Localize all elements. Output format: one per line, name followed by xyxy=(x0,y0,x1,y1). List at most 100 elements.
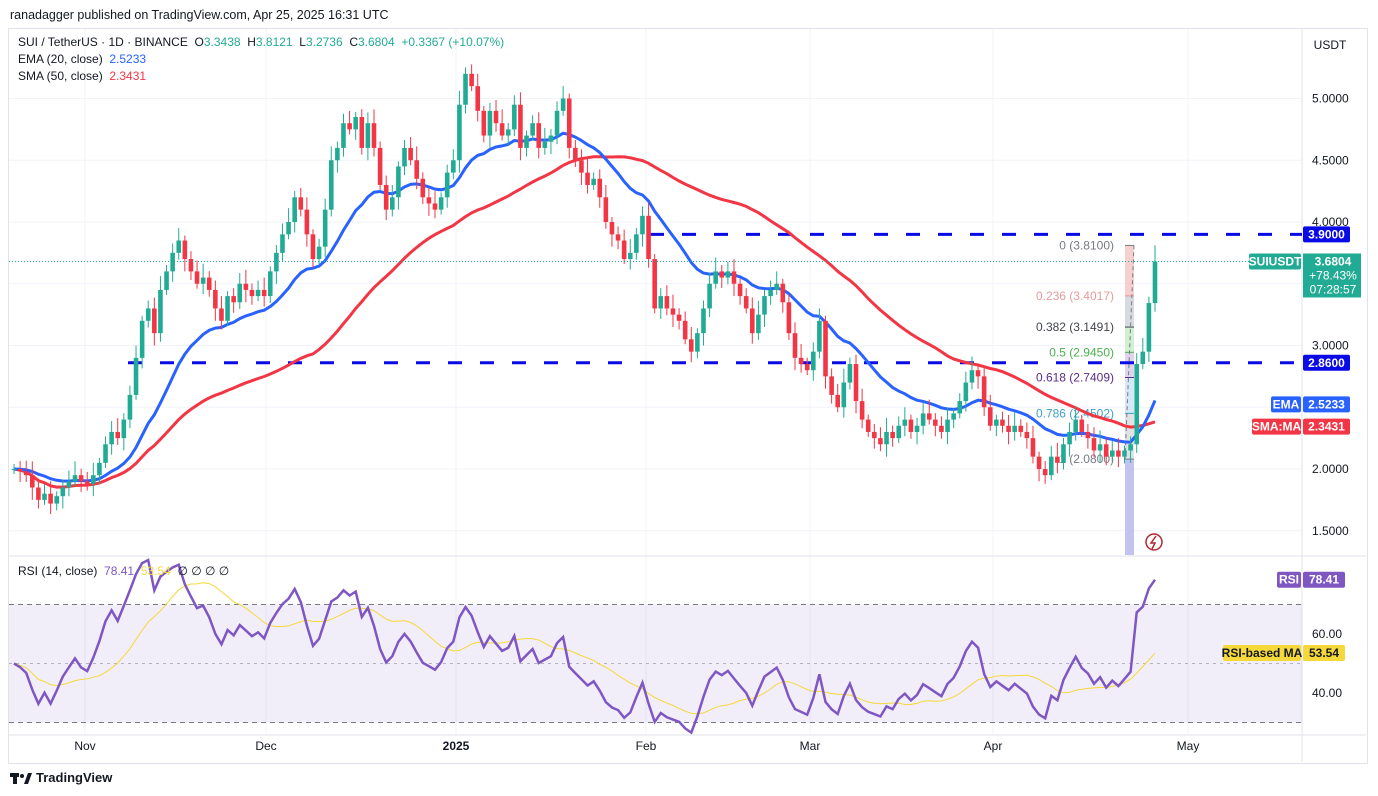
candle-body xyxy=(1024,431,1030,439)
candle-body xyxy=(981,376,987,408)
candle-body xyxy=(524,135,529,148)
sma-legend[interactable]: SMA (50, close) 2.3431 xyxy=(18,69,146,83)
candle-body xyxy=(737,283,743,297)
fib-zone xyxy=(1125,377,1134,414)
candle-body xyxy=(969,370,975,383)
candle-body xyxy=(688,339,694,352)
candle-body xyxy=(133,357,139,395)
fib-level-label: 0.236 (3.4017) xyxy=(1036,289,1114,303)
candle-body xyxy=(109,431,114,445)
candle-body xyxy=(566,98,572,148)
candle-body xyxy=(1055,456,1060,463)
price-badge-bg xyxy=(1303,253,1361,298)
candle-body xyxy=(1109,450,1115,457)
candle-body xyxy=(634,234,639,253)
candle-body xyxy=(1006,425,1011,432)
close-label: C xyxy=(349,35,358,49)
candle-body xyxy=(304,209,310,235)
candle-body xyxy=(463,73,468,105)
candle-body xyxy=(493,110,499,124)
candle-body xyxy=(475,86,481,111)
high-value: 3.8121 xyxy=(255,35,293,49)
fib-zone xyxy=(1125,459,1134,555)
sma-badge: 2.3431 xyxy=(1308,420,1345,434)
candle-body xyxy=(1091,438,1097,451)
candle-body xyxy=(994,419,999,426)
candle-body xyxy=(72,475,78,482)
candle-body xyxy=(1036,456,1042,469)
candle-body xyxy=(1048,456,1054,476)
open-label: O xyxy=(194,35,204,49)
candle-body xyxy=(11,469,17,470)
ema-badge-bg xyxy=(1303,396,1350,413)
candle-body xyxy=(682,320,688,340)
candle-body xyxy=(591,178,596,185)
candle-body xyxy=(1140,351,1146,365)
candle-body xyxy=(1146,303,1152,352)
candle-body xyxy=(908,419,914,432)
candle-body xyxy=(896,425,902,439)
candle-body xyxy=(341,123,346,148)
candle-body xyxy=(914,425,920,432)
symbol-legend[interactable]: SUI / TetherUS · 1D · BINANCE O3.3438 H3… xyxy=(18,35,504,49)
resistance-badge-bg xyxy=(1303,226,1350,243)
tradingview-logo-icon xyxy=(10,772,32,784)
fib-zone xyxy=(1125,245,1134,296)
candle-body xyxy=(542,141,548,148)
candle-body xyxy=(627,252,633,260)
candle-body xyxy=(695,333,700,352)
candle-body xyxy=(762,296,767,315)
candle-body xyxy=(48,493,53,504)
rsi-line xyxy=(13,558,1157,735)
symbol-badge-bg xyxy=(1249,253,1301,270)
ema-label: EMA (20, close) xyxy=(18,52,103,66)
currency-label: USDT xyxy=(1314,38,1347,52)
candle-body xyxy=(878,438,883,445)
candle-body xyxy=(139,320,145,358)
candle-body xyxy=(1061,444,1066,463)
ema-legend[interactable]: EMA (20, close) 2.5233 xyxy=(18,52,146,66)
candle-body xyxy=(267,271,273,297)
sma-value: 2.3431 xyxy=(109,69,147,83)
symbol-badge: SUIUSDT xyxy=(1249,254,1302,268)
support-badge-bg xyxy=(1303,354,1350,371)
candle-body xyxy=(670,308,676,315)
publisher-line: ranadagger published on TradingView.com,… xyxy=(10,8,389,22)
rsi-extra-values: ∅ ∅ ∅ ∅ xyxy=(177,564,230,578)
lightning-bolt-icon xyxy=(1149,535,1157,550)
tradingview-logo[interactable]: TradingView xyxy=(10,770,112,785)
candle-body xyxy=(225,296,230,321)
time-tick: Feb xyxy=(636,739,657,753)
rsi-legend[interactable]: RSI (14, close) 78.41 53.54 ∅ ∅ ∅ ∅ xyxy=(18,564,229,578)
candle-body xyxy=(249,289,255,297)
time-tick: Dec xyxy=(255,739,276,753)
candle-body xyxy=(365,123,371,148)
rsi-tag-bg xyxy=(1277,571,1301,588)
candle-body xyxy=(640,215,645,235)
candle-body xyxy=(890,431,895,439)
candle-body xyxy=(1073,419,1078,432)
candle-body xyxy=(335,147,340,161)
candle-body xyxy=(933,419,938,426)
symbol-title: SUI / TetherUS · 1D · BINANCE xyxy=(18,35,188,49)
time-tick: Mar xyxy=(800,739,821,753)
candle-body xyxy=(701,308,706,334)
candle-body xyxy=(823,320,828,377)
candle-body xyxy=(402,147,407,167)
candle-body xyxy=(152,308,157,334)
candle-body xyxy=(1012,425,1017,432)
candle-body xyxy=(487,110,493,136)
candle-body xyxy=(1128,444,1133,451)
candle-body xyxy=(658,296,664,309)
candle-body xyxy=(719,271,725,278)
candle-body xyxy=(78,475,84,482)
candle-body xyxy=(597,178,603,198)
candle-body xyxy=(353,117,358,130)
candle-body xyxy=(219,308,224,321)
candle-body xyxy=(170,252,175,272)
candle-body xyxy=(23,471,29,476)
candle-body xyxy=(383,184,389,210)
candle-body xyxy=(322,209,328,247)
candle-body xyxy=(432,203,438,210)
